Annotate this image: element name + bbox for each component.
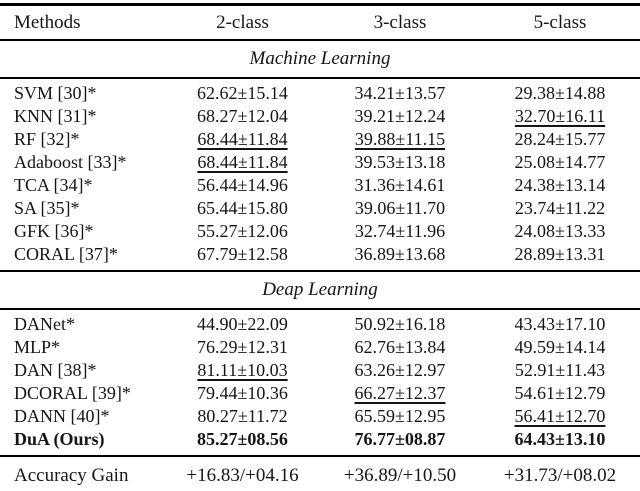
value-cell: 25.08±14.77 (514, 152, 606, 172)
value-cell: 29.38±14.88 (514, 83, 606, 103)
value-cell: 28.24±15.77 (514, 129, 606, 149)
col-header-3class: 3-class (320, 4, 480, 41)
value-cell: 52.91±11.43 (514, 360, 606, 380)
value-cell: 65.59±12.95 (354, 406, 446, 426)
table-row: DCORAL [39]* 79.44±10.36 66.27±12.37 54.61±… (0, 382, 640, 405)
value-cell: 39.06±11.70 (354, 198, 446, 218)
method-name: SA [35]* (14, 198, 80, 218)
value-cell: 85.27±08.56 (165, 428, 320, 457)
table-row: SA [35]* 65.44±15.80 39.06±11.70 23.74±11.2… (0, 197, 640, 220)
col-header-5class: 5-class (480, 4, 640, 41)
col-header-2class: 2-class (165, 4, 320, 41)
value-cell: 34.21±13.57 (354, 83, 446, 103)
value-cell: 56.44±14.96 (197, 175, 288, 195)
value-cell: 67.79±12.58 (165, 243, 320, 272)
method-name: DANN [40]* (14, 406, 110, 426)
table-row: DANN [40]* 80.27±11.72 65.59±12.95 56.41±12… (0, 405, 640, 428)
value-cell: 68.44±11.84 (197, 129, 288, 149)
accuracy-gain-2class: +16.83/+04.16 (186, 465, 299, 486)
table-row: CORAL [37]* 67.79±12.58 36.89±13.68 28.89±1… (0, 243, 640, 272)
value-cell: 76.29±12.31 (197, 337, 288, 357)
header-row: Methods 2-class 3-class 5-class (0, 4, 640, 41)
results-table: Methods 2-class 3-class 5-class Machine … (0, 3, 640, 491)
accuracy-gain-label: Accuracy Gain (14, 465, 129, 486)
table-row: KNN [31]* 68.27±12.04 39.21±12.24 32.70±16.… (0, 105, 640, 128)
value-cell: 28.89±13.31 (480, 243, 640, 272)
value-cell: 65.44±15.80 (197, 198, 288, 218)
value-cell: 50.92±16.18 (354, 314, 446, 334)
table-row: DANet* 44.90±22.09 50.92±16.18 43.43±17.10 (0, 309, 640, 336)
table-body: Machine Learning SVM [30]* 62.62±15.14 34.2… (0, 40, 640, 457)
value-cell: 44.90±22.09 (197, 314, 288, 334)
value-cell: 32.74±11.96 (354, 221, 446, 241)
section-title-row: Machine Learning (0, 40, 640, 79)
method-name: DANet* (14, 314, 75, 334)
method-name: SVM [30]* (14, 83, 97, 103)
value-cell: 24.38±13.14 (514, 175, 606, 195)
value-cell: 68.44±11.84 (197, 152, 288, 172)
accuracy-gain-row: Accuracy Gain +16.83/+04.16 +36.89/+10.5… (0, 456, 640, 491)
table-row: DuA (Ours) 85.27±08.56 76.77±08.87 64.43±13… (0, 428, 640, 457)
table-row: Adaboost [33]* 68.44±11.84 39.53±13.18 25.0… (0, 151, 640, 174)
value-cell: 54.61±12.79 (514, 383, 606, 403)
accuracy-gain-5class: +31.73/+08.02 (503, 465, 617, 486)
table-row: SVM [30]* 62.62±15.14 34.21±13.57 29.38±14.… (0, 78, 640, 105)
section-title-row: Deap Learning (0, 271, 640, 310)
value-cell: 79.44±10.36 (197, 383, 288, 403)
value-cell: 49.59±14.14 (514, 337, 606, 357)
value-cell: 80.27±11.72 (197, 406, 288, 426)
value-cell: 81.11±10.03 (197, 360, 288, 380)
value-cell: 36.89±13.68 (320, 243, 480, 272)
value-cell: 39.21±12.24 (354, 106, 446, 126)
value-cell: 55.27±12.06 (197, 221, 288, 241)
value-cell: 39.53±13.18 (354, 152, 446, 172)
method-name: MLP* (14, 337, 61, 357)
value-cell: 56.41±12.70 (514, 406, 606, 426)
table-row: RF [32]* 68.44±11.84 39.88±11.15 28.24±15.7… (0, 128, 640, 151)
value-cell: 23.74±11.22 (514, 198, 606, 218)
value-cell: 64.43±13.10 (480, 428, 640, 457)
table-row: DAN [38]* 81.11±10.03 63.26±12.97 52.91±11.… (0, 359, 640, 382)
value-cell: 62.62±15.14 (197, 83, 288, 103)
value-cell: 68.27±12.04 (197, 106, 288, 126)
value-cell: 43.43±17.10 (514, 314, 606, 334)
value-cell: 76.77±08.87 (320, 428, 480, 457)
method-name: DCORAL [39]* (14, 383, 131, 403)
col-header-methods: Methods (0, 4, 165, 41)
table-row: MLP* 76.29±12.31 62.76±13.84 49.59±14.14 (0, 336, 640, 359)
method-name: KNN [31]* (14, 106, 97, 126)
section-title: Deap Learning (0, 271, 640, 310)
method-name: TCA [34]* (14, 175, 93, 195)
table-row: TCA [34]* 56.44±14.96 31.36±14.61 24.38±13.… (0, 174, 640, 197)
value-cell: 63.26±12.97 (354, 360, 446, 380)
table-row: GFK [36]* 55.27±12.06 32.74±11.96 24.08±13.… (0, 220, 640, 243)
value-cell: 66.27±12.37 (354, 383, 446, 403)
method-name: RF [32]* (14, 129, 80, 149)
value-cell: 24.08±13.33 (514, 221, 606, 241)
method-name: DuA (Ours) (0, 428, 165, 457)
accuracy-gain-3class: +36.89/+10.50 (343, 465, 457, 486)
section-title: Machine Learning (0, 40, 640, 79)
method-name: Adaboost [33]* (14, 152, 127, 172)
method-name: DAN [38]* (14, 360, 97, 380)
value-cell: 31.36±14.61 (354, 175, 446, 195)
value-cell: 62.76±13.84 (354, 337, 446, 357)
method-name: CORAL [37]* (0, 243, 165, 272)
value-cell: 39.88±11.15 (354, 129, 446, 149)
method-name: GFK [36]* (14, 221, 94, 241)
value-cell: 32.70±16.11 (514, 106, 606, 126)
